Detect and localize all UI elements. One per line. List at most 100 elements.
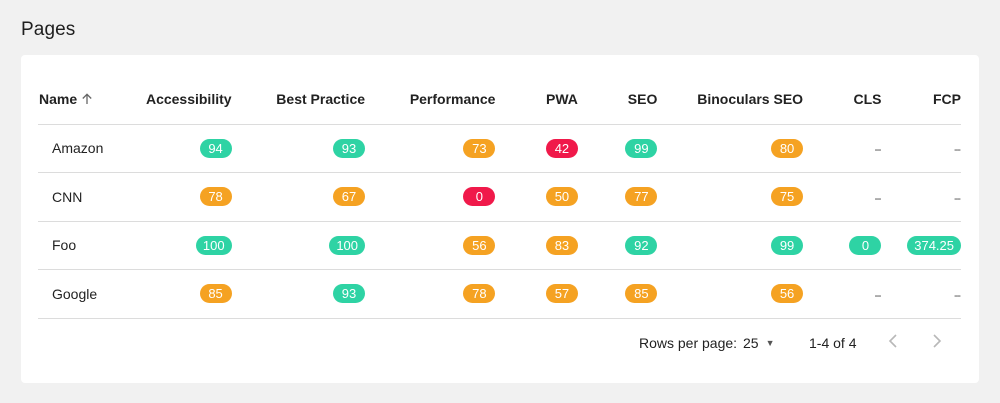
seo-cell: 92 (577, 221, 658, 270)
score-badge: 99 (625, 138, 658, 158)
score-badge: 56 (771, 284, 804, 304)
page-name-cell: Amazon (38, 124, 145, 173)
seo-cell: 99 (577, 124, 658, 173)
cls-cell: -- (803, 269, 882, 319)
best-practice-cell: 93 (231, 269, 366, 319)
table-header-row: Name Accessibility Best Practice Performanc… (38, 75, 961, 125)
performance-cell: 73 (365, 124, 496, 173)
score-badge: 0 (463, 187, 496, 207)
score-badge: 99 (771, 235, 804, 255)
score-badge: 374.25 (907, 235, 961, 255)
score-badge: 57 (545, 284, 578, 304)
score-badge: 67 (333, 187, 366, 207)
score-badge: 85 (625, 284, 658, 304)
accessibility-cell: 85 (144, 269, 232, 319)
page-name-cell: Google (38, 269, 145, 319)
empty-value: -- (954, 142, 961, 157)
best-practice-cell: 100 (231, 221, 366, 270)
table-pagination: Rows per page: 25 ▼ 1-4 of 4 (21, 322, 979, 362)
accessibility-cell: 100 (144, 221, 232, 270)
cls-cell: 0 (803, 221, 882, 270)
score-badge: 77 (625, 187, 658, 207)
column-header-pwa[interactable]: PWA (495, 75, 578, 125)
column-header-label: PWA (546, 91, 578, 108)
column-header-label: CLS (853, 91, 882, 108)
page-name-cell: CNN (38, 172, 145, 222)
table-row[interactable]: Foo 100 100 56 83 92 99 0 374.25 (38, 221, 961, 270)
fcp-cell: 374.25 (881, 221, 961, 270)
fcp-cell: -- (881, 269, 961, 319)
cls-cell: -- (803, 172, 882, 222)
column-header-seo[interactable]: SEO (577, 75, 658, 125)
rows-per-page-value: 25 (743, 335, 759, 351)
score-badge: 100 (329, 235, 366, 255)
binoculars-seo-cell: 99 (657, 221, 804, 270)
empty-value: -- (954, 190, 961, 205)
fcp-cell: -- (881, 172, 961, 222)
column-header-fcp[interactable]: FCP (881, 75, 961, 125)
column-header-binoculars-seo[interactable]: Binoculars SEO (657, 75, 804, 125)
score-badge: 80 (771, 138, 804, 158)
column-header-name[interactable]: Name (38, 75, 145, 125)
column-header-label: Binoculars SEO (697, 91, 804, 108)
score-badge: 50 (545, 187, 578, 207)
score-badge: 94 (199, 138, 232, 158)
rows-per-page-select[interactable]: 25 ▼ (743, 335, 775, 351)
column-header-label: Performance (409, 91, 496, 108)
rows-per-page-label: Rows per page: (639, 335, 738, 351)
performance-cell: 78 (365, 269, 496, 319)
pwa-cell: 57 (495, 269, 578, 319)
column-header-performance[interactable]: Performance (365, 75, 496, 125)
page-name-cell: Foo (38, 221, 145, 270)
column-header-cls[interactable]: CLS (803, 75, 882, 125)
chevron-right-icon[interactable] (925, 330, 949, 354)
table-row[interactable]: CNN 78 67 0 50 77 75 -- -- (38, 172, 961, 222)
score-badge: 100 (195, 235, 232, 255)
accessibility-cell: 94 (144, 124, 232, 173)
performance-cell: 0 (365, 172, 496, 222)
arrow-up-icon[interactable] (81, 91, 93, 107)
empty-value: -- (954, 287, 961, 302)
score-badge: 92 (625, 235, 658, 255)
score-badge: 83 (545, 235, 578, 255)
empty-value: -- (874, 287, 881, 302)
score-badge: 75 (771, 187, 804, 207)
score-badge: 0 (849, 235, 882, 255)
pwa-cell: 50 (495, 172, 578, 222)
best-practice-cell: 67 (231, 172, 366, 222)
accessibility-cell: 78 (144, 172, 232, 222)
pages-table: Name Accessibility Best Practice Performanc… (38, 75, 961, 319)
best-practice-cell: 93 (231, 124, 366, 173)
pwa-cell: 42 (495, 124, 578, 173)
column-header-best-practice[interactable]: Best Practice (231, 75, 366, 125)
pages-table-card: Name Accessibility Best Practice Performanc… (21, 55, 979, 383)
column-header-label: FCP (933, 91, 961, 108)
column-header-label: SEO (627, 91, 658, 108)
pagination-range: 1-4 of 4 (809, 335, 857, 351)
seo-cell: 85 (577, 269, 658, 319)
cls-cell: -- (803, 124, 882, 173)
score-badge: 42 (545, 138, 578, 158)
seo-cell: 77 (577, 172, 658, 222)
column-header-accessibility[interactable]: Accessibility (144, 75, 232, 125)
table-body: Amazon 94 93 73 42 99 80 -- -- CNN 78 67 0 50 77 75 -- --… (38, 124, 961, 319)
binoculars-seo-cell: 75 (657, 172, 804, 222)
fcp-cell: -- (881, 124, 961, 173)
chevron-left-icon[interactable] (881, 330, 905, 354)
score-badge: 93 (333, 138, 366, 158)
column-header-label: Accessibility (145, 91, 232, 108)
score-badge: 78 (199, 187, 232, 207)
score-badge: 73 (463, 138, 496, 158)
performance-cell: 56 (365, 221, 496, 270)
table-row[interactable]: Google 85 93 78 57 85 56 -- -- (38, 269, 961, 319)
column-header-label: Name (39, 91, 78, 108)
pwa-cell: 83 (495, 221, 578, 270)
page-title: Pages (21, 19, 76, 40)
binoculars-seo-cell: 56 (657, 269, 804, 319)
table-row[interactable]: Amazon 94 93 73 42 99 80 -- -- (38, 124, 961, 173)
score-badge: 85 (199, 284, 232, 304)
empty-value: -- (874, 142, 881, 157)
score-badge: 93 (333, 284, 366, 304)
column-header-label: Best Practice (276, 91, 366, 108)
binoculars-seo-cell: 80 (657, 124, 804, 173)
